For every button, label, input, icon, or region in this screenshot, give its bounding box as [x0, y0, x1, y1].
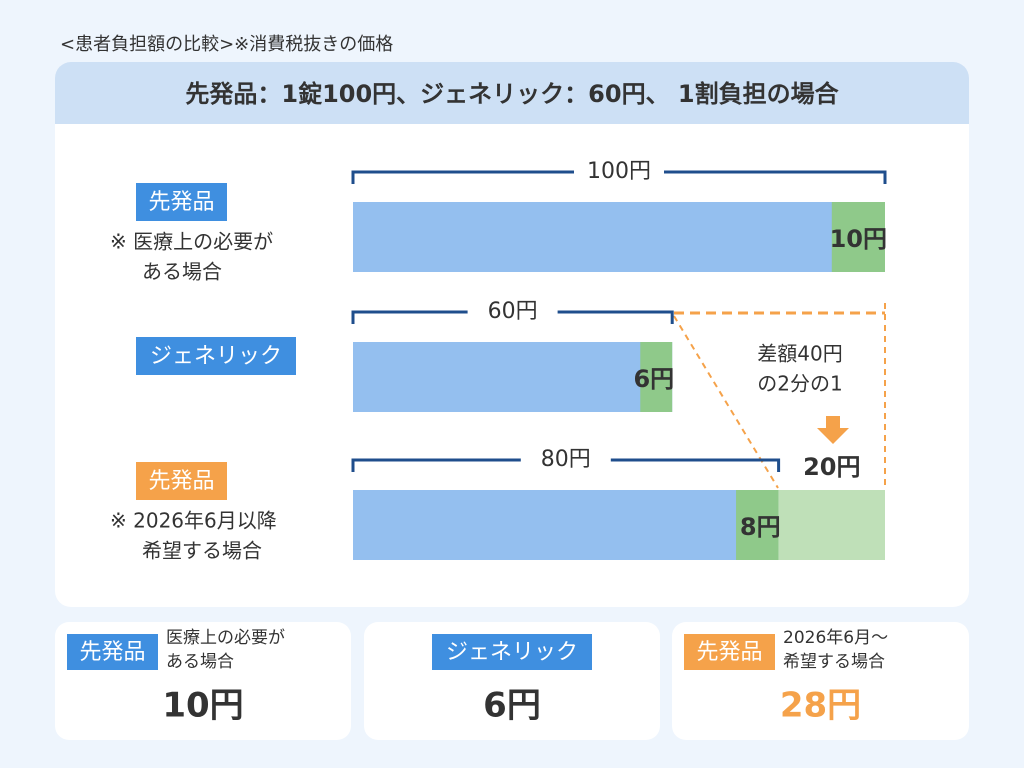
price-bar: [353, 342, 673, 412]
price-label: 60円: [488, 299, 538, 324]
copay-bar: [640, 342, 673, 412]
panel: [55, 62, 969, 607]
tag: [136, 462, 227, 500]
note: ある場合: [142, 260, 222, 284]
price-label: 100円: [587, 159, 651, 184]
copay-label: 8円: [740, 513, 781, 541]
tag: [136, 183, 227, 221]
copay-label: 6円: [633, 365, 674, 393]
header-band: [55, 62, 969, 124]
tag: [136, 337, 296, 375]
summary-tag-label: 先発品: [696, 640, 762, 665]
copay-label: 10円: [830, 225, 887, 253]
summary-note: ある場合: [166, 652, 234, 672]
summary-total: 28円: [780, 686, 861, 726]
tag-label: 先発品: [148, 469, 214, 494]
bracket-label-bg: [467, 298, 558, 326]
summary-tag-label: ジェネリック: [446, 640, 578, 665]
summary-tag-label: 先発品: [79, 640, 145, 665]
copay-bar: [831, 202, 885, 272]
tag-label: ジェネリック: [150, 344, 282, 369]
summary-tag: [432, 634, 592, 670]
price-bar: [353, 490, 779, 560]
diff-note: の2分の1: [757, 372, 842, 396]
summary-total: 10円: [162, 686, 243, 726]
note: ※ 医療上の必要が: [110, 230, 273, 254]
note: ※ 2026年6月以降: [110, 509, 277, 533]
bracket-label-bg: [574, 158, 664, 186]
bracket-label-bg: [520, 446, 611, 474]
price-label: 80円: [541, 447, 591, 472]
summary-note: 2026年6月～: [783, 628, 888, 648]
extra-label: 20円: [803, 453, 860, 481]
diff-note: 差額40円: [757, 342, 842, 366]
summary-total: 6円: [483, 686, 541, 726]
arrow-down: [817, 416, 849, 444]
price-bar: [353, 202, 885, 272]
caption: <患者負担額の比較>※消費税抜きの価格: [60, 34, 393, 55]
summary-note: 医療上の必要が: [166, 628, 285, 648]
note: 希望する場合: [142, 539, 262, 563]
header: 先発品：1錠100円、ジェネリック：60円、 1割負担の場合: [185, 80, 839, 108]
summary-tag: [684, 634, 775, 670]
summary-tag: [67, 634, 158, 670]
summary-note: 希望する場合: [783, 652, 885, 672]
tag-label: 先発品: [148, 190, 214, 215]
extra-bar: [778, 490, 885, 560]
copay-bar: [736, 490, 779, 560]
